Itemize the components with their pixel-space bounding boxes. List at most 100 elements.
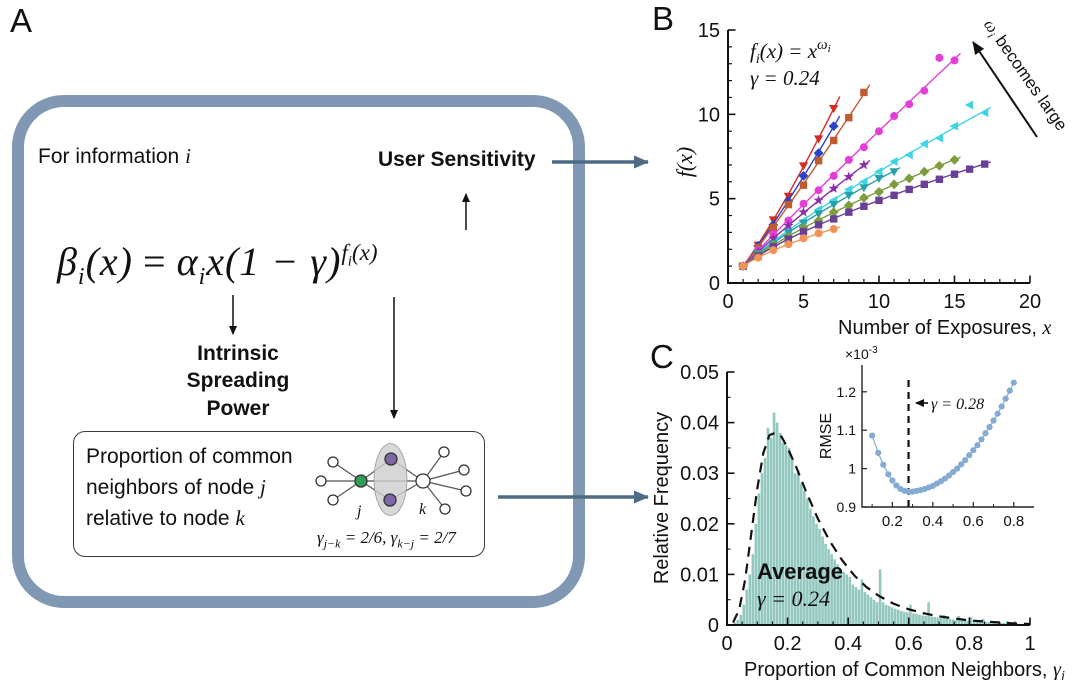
beta-formula: βi(x) = αix(1 − γ)fi(x) (57, 238, 377, 291)
histogram-bar (933, 616, 936, 625)
inset-rmse-point (998, 403, 1005, 410)
panel-c-label: C (650, 338, 674, 375)
histogram-bar (957, 615, 961, 625)
panel-a-outer-box (12, 95, 585, 608)
fit-line (742, 226, 840, 267)
b-annotation-gamma: γ = 0.24 (750, 66, 820, 90)
inset-rmse-point (958, 461, 965, 468)
inset-rmse-point (945, 472, 953, 479)
formula-middle: x(1 − γ) (206, 239, 342, 284)
histogram-bar (981, 618, 985, 625)
histogram-bar (884, 604, 888, 625)
histogram-bar (996, 622, 1000, 625)
inset-rmse-point (875, 449, 882, 456)
inset-x-tick-label: 0.2 (882, 513, 903, 530)
histogram-bar (887, 605, 891, 625)
formula-equals: = (143, 239, 167, 284)
inset-rmse-point (885, 471, 892, 478)
b-y-tick-label: 10 (698, 104, 720, 126)
b-series-chocolate-squares (739, 84, 871, 270)
histogram-bar (1006, 620, 1009, 625)
histogram-bar (851, 584, 855, 625)
formula-beta-sub: i (77, 264, 86, 290)
gamma-ratio-caption: γj−k = 2/6, γk−j = 2/7 (317, 528, 456, 551)
fit-line (742, 115, 841, 267)
histogram-bar (733, 622, 736, 625)
histogram-bar (872, 599, 876, 625)
c-y-tick-label: 0.03 (680, 463, 719, 485)
histogram-bar (993, 622, 997, 625)
histogram-bar (784, 445, 788, 625)
b-x-tick-label: 15 (943, 291, 965, 313)
c-x-tick-label: 0.8 (955, 633, 983, 655)
c-y-tick-label: 0 (708, 615, 719, 637)
histogram-bar (863, 592, 867, 625)
b-series-magenta-circles (739, 52, 962, 271)
histogram-bar (854, 587, 858, 625)
inset-rmse-point (974, 442, 981, 449)
histogram-bar (924, 615, 927, 625)
inset-rmse-point (933, 480, 940, 487)
c-y-tick-label: 0.02 (680, 514, 719, 536)
histogram-bar (830, 554, 833, 625)
histogram-bar (900, 610, 903, 625)
histogram-bar (936, 617, 939, 625)
fit-line (742, 167, 901, 267)
omega-becomes-large-label: ωi becomes large (978, 15, 1072, 135)
panel-c-chart: 0 0.2 0.4 0.6 0.8 1 0 0.01 0.02 0.03 0.04 0.05 Propo… (651, 362, 1065, 680)
histogram-bar (918, 614, 921, 625)
inset-rmse-point (994, 410, 1001, 417)
inset-y-tick-label: 0.9 (837, 499, 857, 515)
c-x-tick-label: 0 (721, 633, 732, 655)
histogram-bar (969, 616, 973, 625)
histogram-bar (839, 569, 843, 625)
c-x-tick-label: 0.4 (834, 633, 862, 655)
histogram-bar (796, 470, 800, 625)
b-series-violet-stars (737, 159, 871, 271)
gamma-mid: = 2/6, (340, 528, 391, 547)
fit-line (742, 161, 991, 267)
inset-x-tick-label: 0.4 (922, 513, 943, 530)
histogram-bar (945, 618, 949, 625)
histogram-bar (739, 614, 743, 625)
histogram-bar (760, 473, 764, 625)
histogram-bar (763, 458, 767, 625)
panel-a-label: A (10, 2, 33, 39)
inset-rmse-point (941, 475, 949, 482)
histogram-bar (745, 589, 749, 625)
proportion-line2: neighbors of node (86, 476, 260, 500)
histogram-bar (1012, 623, 1015, 625)
inset-rmse-point (970, 447, 977, 454)
histogram-bar (772, 412, 776, 625)
panel-c-inset: 0.9 1 1.1 1.2 0.2 0.4 0.6 0.8 ×10-3 RMSE γ = 0.28 (818, 345, 1034, 530)
b-x-tick-label: 10 (868, 291, 890, 313)
inset-rmse-point (978, 436, 985, 443)
inset-rmse-point (921, 485, 928, 493)
b-annotation-fx: fi(x) = xωi (750, 37, 831, 67)
histogram-bar (927, 602, 930, 625)
c-x-axis-label: Proportion of Common Neighbors, γj (744, 659, 1065, 680)
inset-rmse-point (949, 468, 957, 476)
fit-line (742, 84, 871, 267)
fit-line (742, 159, 871, 267)
histogram-bar (966, 620, 970, 625)
formula-exponent-f: f (341, 240, 348, 265)
b-series-cyan-left-triangles (738, 100, 992, 271)
inset-y-tick-label: 1.1 (837, 422, 857, 438)
histogram-bar (778, 432, 782, 625)
information-variable: i (185, 144, 191, 168)
inset-x-tick-label: 0.8 (1003, 513, 1024, 530)
b-series-omega-smallest-orange (739, 225, 840, 271)
histogram-bar (987, 621, 991, 625)
c-y-tick-label: 0.05 (680, 362, 719, 384)
histogram-bar (948, 618, 952, 625)
histogram-bar (893, 608, 897, 625)
omega-becomes-large-arrow (972, 41, 1038, 138)
intrinsic-line1: Intrinsic Spreading (186, 342, 290, 393)
c-y-tick-label: 0.01 (680, 564, 719, 586)
inset-rmse-point (1006, 387, 1013, 394)
histogram-bar (775, 422, 779, 625)
formula-exponent-args: (x) (351, 240, 378, 265)
gamma1-sub: j−k (323, 536, 341, 551)
